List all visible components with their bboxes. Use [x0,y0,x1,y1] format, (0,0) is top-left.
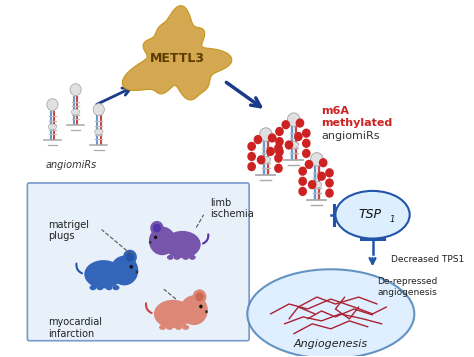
Ellipse shape [72,109,80,115]
Ellipse shape [261,156,271,163]
Ellipse shape [159,325,166,330]
Circle shape [274,154,283,163]
Circle shape [123,250,137,265]
Circle shape [274,144,283,153]
Circle shape [302,149,310,158]
Circle shape [154,236,157,239]
Text: angiomiRs: angiomiRs [321,131,380,141]
Ellipse shape [95,129,103,135]
Ellipse shape [247,269,414,357]
Ellipse shape [289,142,299,149]
Circle shape [129,265,133,269]
Circle shape [310,152,323,166]
Circle shape [298,177,307,186]
Circle shape [296,119,304,128]
Circle shape [254,135,262,144]
Ellipse shape [90,285,97,290]
Circle shape [275,127,284,136]
Text: METTL3: METTL3 [150,52,205,65]
Circle shape [305,160,313,169]
Text: De-repressed
angiogenesis: De-repressed angiogenesis [377,277,438,297]
Circle shape [126,253,134,262]
Text: Angiogenesis: Angiogenesis [294,339,368,349]
Circle shape [180,295,208,325]
FancyBboxPatch shape [27,183,249,341]
Circle shape [287,113,300,126]
Ellipse shape [175,325,182,330]
Circle shape [150,221,164,235]
Circle shape [302,129,310,138]
Circle shape [149,241,152,244]
Circle shape [247,142,256,151]
Circle shape [308,180,317,189]
Ellipse shape [84,260,123,288]
Circle shape [153,224,161,232]
Text: Decreased TPS1: Decreased TPS1 [391,255,465,264]
Circle shape [195,292,204,301]
Circle shape [199,305,202,308]
Circle shape [93,104,104,116]
Circle shape [205,310,208,313]
Ellipse shape [182,325,189,330]
Circle shape [260,128,272,141]
Circle shape [294,132,303,141]
Circle shape [275,147,284,156]
Circle shape [247,152,256,161]
Circle shape [325,178,334,188]
Polygon shape [122,6,232,100]
Ellipse shape [112,285,119,290]
Circle shape [149,227,176,255]
Text: matrigel
plugs: matrigel plugs [48,220,89,241]
Ellipse shape [154,300,192,328]
Circle shape [192,290,207,304]
Circle shape [298,166,307,176]
Ellipse shape [166,325,173,330]
Circle shape [136,271,138,273]
Ellipse shape [173,255,180,260]
Circle shape [274,164,283,173]
Circle shape [282,120,290,129]
Text: limb
ischemia: limb ischemia [210,198,254,220]
Ellipse shape [48,124,56,130]
Circle shape [47,99,58,111]
Ellipse shape [97,285,103,290]
Circle shape [317,172,326,181]
Circle shape [268,133,276,142]
Circle shape [266,147,275,156]
Circle shape [319,158,328,167]
Circle shape [70,84,81,96]
Ellipse shape [164,231,201,258]
Circle shape [275,137,284,146]
Ellipse shape [106,285,112,290]
Text: angiomiRs: angiomiRs [46,160,97,170]
Ellipse shape [182,255,189,260]
Circle shape [325,188,334,198]
Circle shape [298,187,307,196]
Circle shape [325,168,334,177]
Circle shape [284,140,293,150]
Text: m6A: m6A [321,106,349,116]
Ellipse shape [312,181,321,188]
Ellipse shape [189,255,196,260]
Text: myocardial
infarction: myocardial infarction [48,317,102,338]
Circle shape [302,139,310,148]
Circle shape [247,162,256,171]
Circle shape [257,155,265,165]
Text: methylated: methylated [321,119,393,129]
Circle shape [110,256,138,285]
Text: 1: 1 [389,215,395,224]
Ellipse shape [336,191,410,238]
Ellipse shape [167,255,173,260]
Text: TSP: TSP [358,208,381,221]
